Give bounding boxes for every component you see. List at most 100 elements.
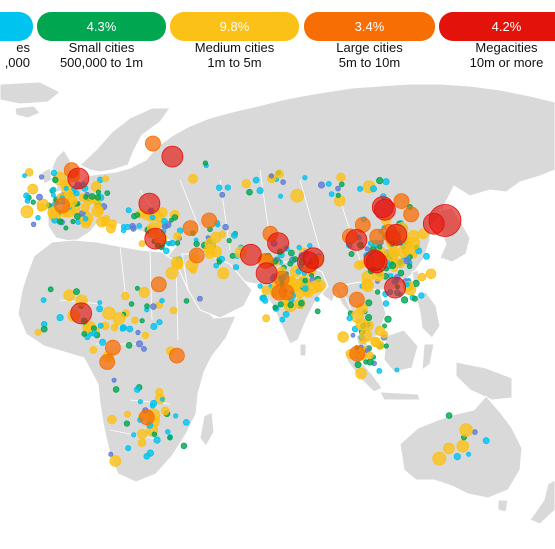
city-dot[interactable] [302, 285, 309, 292]
city-dot[interactable] [40, 325, 48, 333]
megacity-bubble[interactable] [138, 192, 161, 215]
city-dot[interactable] [126, 325, 134, 333]
city-dot[interactable] [257, 283, 263, 289]
city-dot[interactable] [120, 325, 127, 332]
city-dot[interactable] [364, 246, 370, 252]
city-dot[interactable] [287, 249, 295, 257]
city-dot[interactable] [374, 289, 381, 295]
city-dot[interactable] [131, 316, 139, 324]
city-dot[interactable] [74, 212, 81, 220]
large-city-bubble[interactable] [144, 135, 161, 152]
large-city-bubble[interactable] [168, 347, 185, 364]
city-dot[interactable] [63, 225, 69, 231]
city-dot[interactable] [149, 214, 156, 221]
large-city-bubble[interactable] [182, 220, 199, 237]
megacity-bubble[interactable] [70, 302, 92, 325]
city-dot[interactable] [224, 184, 231, 191]
city-dot[interactable] [137, 438, 147, 447]
city-dot[interactable] [376, 367, 383, 374]
city-dot[interactable] [425, 268, 437, 280]
city-dot[interactable] [272, 304, 279, 311]
city-dot[interactable] [136, 428, 148, 440]
city-dot[interactable] [121, 291, 130, 301]
city-dot[interactable] [73, 288, 80, 296]
city-dot[interactable] [366, 358, 374, 366]
large-city-bubble[interactable] [278, 284, 295, 301]
city-dot[interactable] [90, 325, 97, 332]
large-city-bubble[interactable] [99, 354, 116, 370]
city-dot[interactable] [47, 286, 54, 293]
city-dot[interactable] [180, 442, 188, 449]
city-dot[interactable] [134, 212, 141, 218]
city-dot[interactable] [261, 285, 271, 295]
world-map[interactable] [0, 70, 555, 549]
city-dot[interactable] [141, 345, 147, 352]
city-dot[interactable] [110, 323, 119, 332]
city-dot[interactable] [88, 193, 96, 200]
city-dot[interactable] [124, 410, 132, 418]
city-dot[interactable] [25, 168, 34, 177]
city-dot[interactable] [335, 192, 341, 198]
city-dot[interactable] [376, 177, 384, 185]
city-dot[interactable] [302, 277, 309, 284]
large-city-bubble[interactable] [150, 276, 167, 293]
city-dot[interactable] [167, 434, 173, 441]
city-dot[interactable] [406, 263, 413, 270]
city-dot[interactable] [350, 332, 356, 338]
city-dot[interactable] [135, 340, 143, 348]
city-dot[interactable] [354, 260, 364, 270]
city-dot[interactable] [156, 319, 163, 326]
city-dot[interactable] [137, 399, 143, 405]
city-dot[interactable] [337, 331, 349, 343]
city-dot[interactable] [36, 193, 43, 201]
city-dot[interactable] [400, 296, 409, 304]
city-dot[interactable] [295, 268, 302, 275]
city-dot[interactable] [99, 338, 107, 346]
city-dot[interactable] [139, 318, 145, 324]
city-dot[interactable] [298, 299, 305, 307]
city-dot[interactable] [171, 214, 179, 221]
large-city-bubble[interactable] [393, 193, 410, 210]
city-dot[interactable] [361, 278, 373, 290]
city-dot[interactable] [100, 217, 110, 227]
city-dot[interactable] [88, 331, 93, 337]
city-dot[interactable] [456, 439, 470, 453]
city-dot[interactable] [112, 312, 126, 325]
city-dot[interactable] [417, 272, 427, 282]
city-dot[interactable] [256, 186, 264, 194]
city-dot[interactable] [131, 432, 137, 438]
city-dot[interactable] [314, 296, 320, 302]
city-dot[interactable] [52, 176, 59, 183]
city-dot[interactable] [173, 413, 179, 419]
city-dot[interactable] [189, 266, 197, 274]
city-dot[interactable] [150, 322, 158, 330]
city-dot[interactable] [215, 222, 221, 228]
city-dot[interactable] [222, 223, 229, 231]
megacity-bubble[interactable] [373, 198, 396, 221]
city-dot[interactable] [357, 185, 364, 192]
city-dot[interactable] [279, 316, 286, 323]
city-dot[interactable] [411, 295, 418, 302]
city-dot[interactable] [466, 451, 472, 457]
city-dot[interactable] [325, 180, 332, 187]
city-dot[interactable] [338, 181, 345, 188]
city-dot[interactable] [135, 329, 141, 336]
megacity-bubble[interactable] [255, 262, 278, 285]
city-dot[interactable] [384, 315, 392, 323]
city-dot[interactable] [291, 256, 299, 263]
city-dot[interactable] [282, 310, 290, 318]
city-dot[interactable] [174, 240, 181, 246]
megacity-bubble[interactable] [297, 251, 319, 274]
megacity-bubble[interactable] [267, 232, 290, 255]
city-dot[interactable] [20, 205, 34, 219]
city-dot[interactable] [394, 367, 400, 373]
city-dot[interactable] [252, 176, 260, 184]
city-dot[interactable] [40, 297, 47, 304]
city-dot[interactable] [128, 301, 135, 307]
large-city-bubble[interactable] [348, 291, 365, 308]
city-dot[interactable] [34, 328, 42, 336]
city-dot[interactable] [403, 257, 411, 265]
megacity-bubble[interactable] [239, 243, 262, 266]
city-dot[interactable] [307, 242, 313, 249]
city-dot[interactable] [290, 188, 305, 203]
